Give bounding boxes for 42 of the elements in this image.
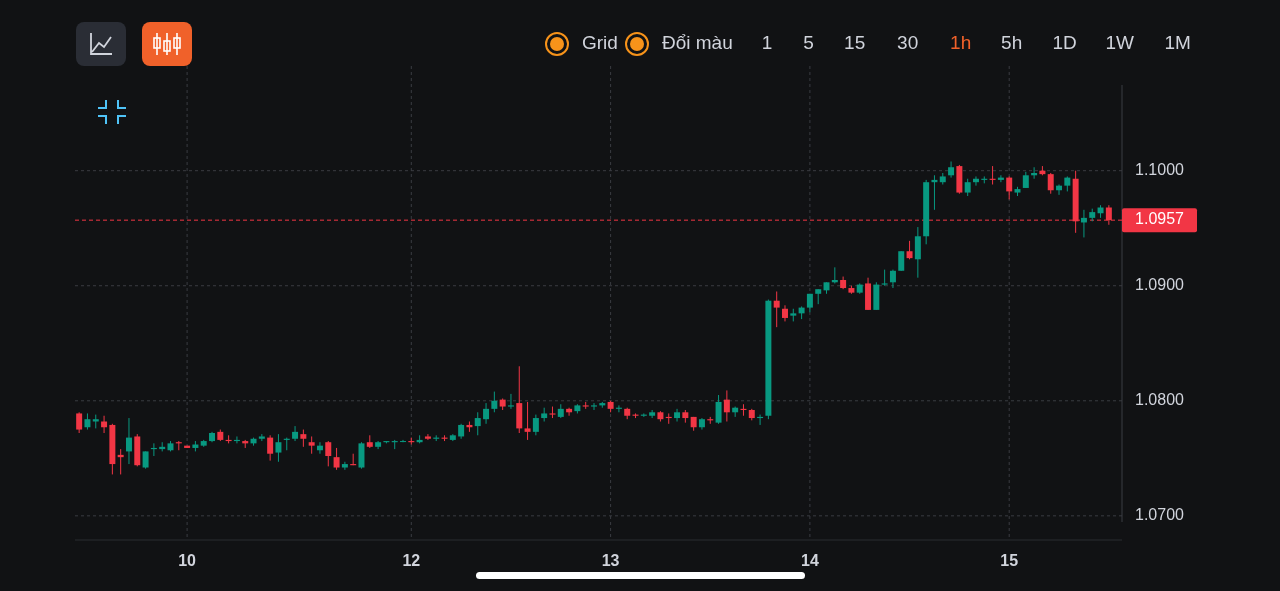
candlestick — [524, 401, 531, 441]
y-tick-label: 1.0700 — [1135, 506, 1185, 524]
x-tick-label: 15 — [1000, 552, 1019, 569]
ref-line-label: 1.0957 — [1135, 210, 1185, 228]
candlestick — [275, 433, 282, 463]
candlestick — [474, 411, 481, 436]
candlestick — [914, 226, 921, 279]
x-tick-label: 13 — [601, 552, 620, 569]
candlestick — [325, 440, 332, 467]
candlestick — [341, 461, 348, 471]
candlestick — [532, 414, 539, 436]
candlestick — [591, 402, 597, 411]
x-tick-label: 14 — [801, 552, 819, 569]
text: Đổi màu — [662, 32, 733, 54]
text: 1 5 15 30 1h 5h 1D 1W 1M — [761, 32, 1191, 54]
candlestick — [898, 250, 905, 272]
candlestick — [906, 240, 913, 260]
y-tick-label: 1.0900 — [1135, 275, 1185, 293]
x-tick-label: 10 — [178, 552, 197, 569]
candlestick — [76, 411, 83, 434]
text: Grid — [582, 32, 618, 54]
candlestick — [723, 389, 730, 422]
candlestick — [715, 394, 722, 425]
candlestick — [948, 160, 955, 179]
y-tick-label: 1.1000 — [1135, 160, 1185, 178]
candlestick — [125, 417, 132, 465]
x-tick-label: 12 — [402, 552, 421, 569]
candlestick — [333, 447, 340, 471]
candlestick — [1006, 175, 1013, 200]
candlestick — [889, 269, 896, 289]
candlestick — [1047, 172, 1054, 195]
candlestick — [507, 393, 514, 410]
candlestick — [773, 291, 780, 328]
candlestick — [424, 433, 431, 441]
candlestick — [292, 425, 299, 442]
candlestick — [483, 402, 490, 425]
y-tick-label: 1.0800 — [1135, 391, 1185, 409]
candlestick — [649, 409, 656, 419]
candlestick — [491, 391, 498, 413]
candlestick — [267, 434, 274, 462]
candlestick — [674, 408, 681, 422]
candlestick — [400, 439, 406, 443]
